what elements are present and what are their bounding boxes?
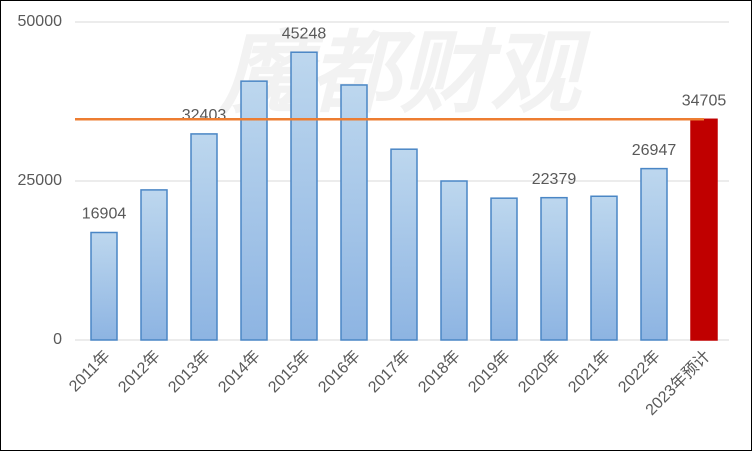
watermark: 魔都财观 bbox=[219, 24, 591, 124]
data-label: 22379 bbox=[532, 171, 577, 188]
data-label: 26947 bbox=[632, 142, 677, 159]
bar bbox=[390, 148, 418, 341]
data-label: 34705 bbox=[682, 92, 727, 109]
data-label: 32403 bbox=[182, 107, 227, 124]
bar bbox=[190, 133, 218, 341]
bar bbox=[140, 189, 168, 341]
bar bbox=[440, 180, 468, 341]
bar bbox=[490, 197, 518, 341]
bar bbox=[90, 231, 118, 341]
bar bbox=[240, 80, 268, 341]
bar bbox=[590, 195, 618, 341]
data-label: 45248 bbox=[282, 25, 327, 42]
bar bbox=[290, 51, 318, 341]
bar bbox=[540, 196, 568, 341]
y-tick-label: 0 bbox=[53, 331, 62, 348]
bar bbox=[340, 84, 368, 341]
y-tick-label: 50000 bbox=[18, 13, 63, 30]
data-label: 16904 bbox=[82, 206, 127, 223]
bar bbox=[690, 118, 718, 341]
y-tick-label: 25000 bbox=[18, 172, 63, 189]
bar bbox=[640, 167, 668, 341]
